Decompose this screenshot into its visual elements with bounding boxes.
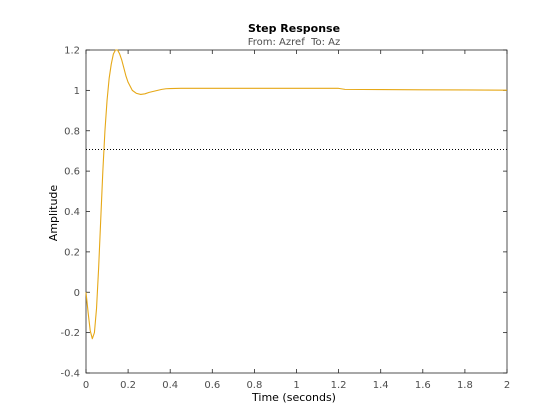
x-tick-label: 1.4 <box>373 380 389 391</box>
series-layer <box>85 49 508 340</box>
x-tick-label: 0.8 <box>246 380 262 391</box>
y-tick-label: 1.2 <box>64 46 80 57</box>
subtitle-to: To: Az <box>310 37 340 48</box>
y-axis-label: Amplitude <box>47 185 60 242</box>
y-tick-label: 0.6 <box>64 167 80 178</box>
x-tick-label: 0.4 <box>162 380 178 391</box>
step-response-line <box>85 49 508 340</box>
x-tick-label: 2 <box>504 380 510 391</box>
subtitle-from: From: Azref <box>248 37 305 48</box>
x-tick-label: 0.2 <box>120 380 136 391</box>
y-tick-label: 1 <box>74 86 80 97</box>
x-tick-label: 0.6 <box>204 380 220 391</box>
x-axis-label: Time (seconds) <box>251 391 336 404</box>
y-tick-label: -0.4 <box>60 369 80 380</box>
x-tick-label: 1.6 <box>415 380 431 391</box>
axis-ticks <box>85 49 508 374</box>
y-tick-label: 0.2 <box>64 247 80 258</box>
x-tick-label: 1 <box>293 380 299 391</box>
x-tick-label: 1.2 <box>331 380 347 391</box>
plot-area <box>85 49 508 374</box>
y-tick-label: -0.2 <box>60 328 80 339</box>
axis-tick-labels: 0 0.2 0.4 0.6 0.8 1 1.2 1.4 1.6 1.8 2 -0.4 -0.2 0 0.2 0… <box>60 46 510 392</box>
y-tick-label: 0 <box>74 288 80 299</box>
chart-title: Step Response <box>248 22 340 35</box>
x-tick-label: 0 <box>83 380 89 391</box>
y-tick-label: 0.8 <box>64 126 80 137</box>
y-tick-label: 0.4 <box>64 207 80 218</box>
chart-subtitle: From: Azref To: Az <box>248 37 341 48</box>
x-tick-label: 1.8 <box>457 380 473 391</box>
